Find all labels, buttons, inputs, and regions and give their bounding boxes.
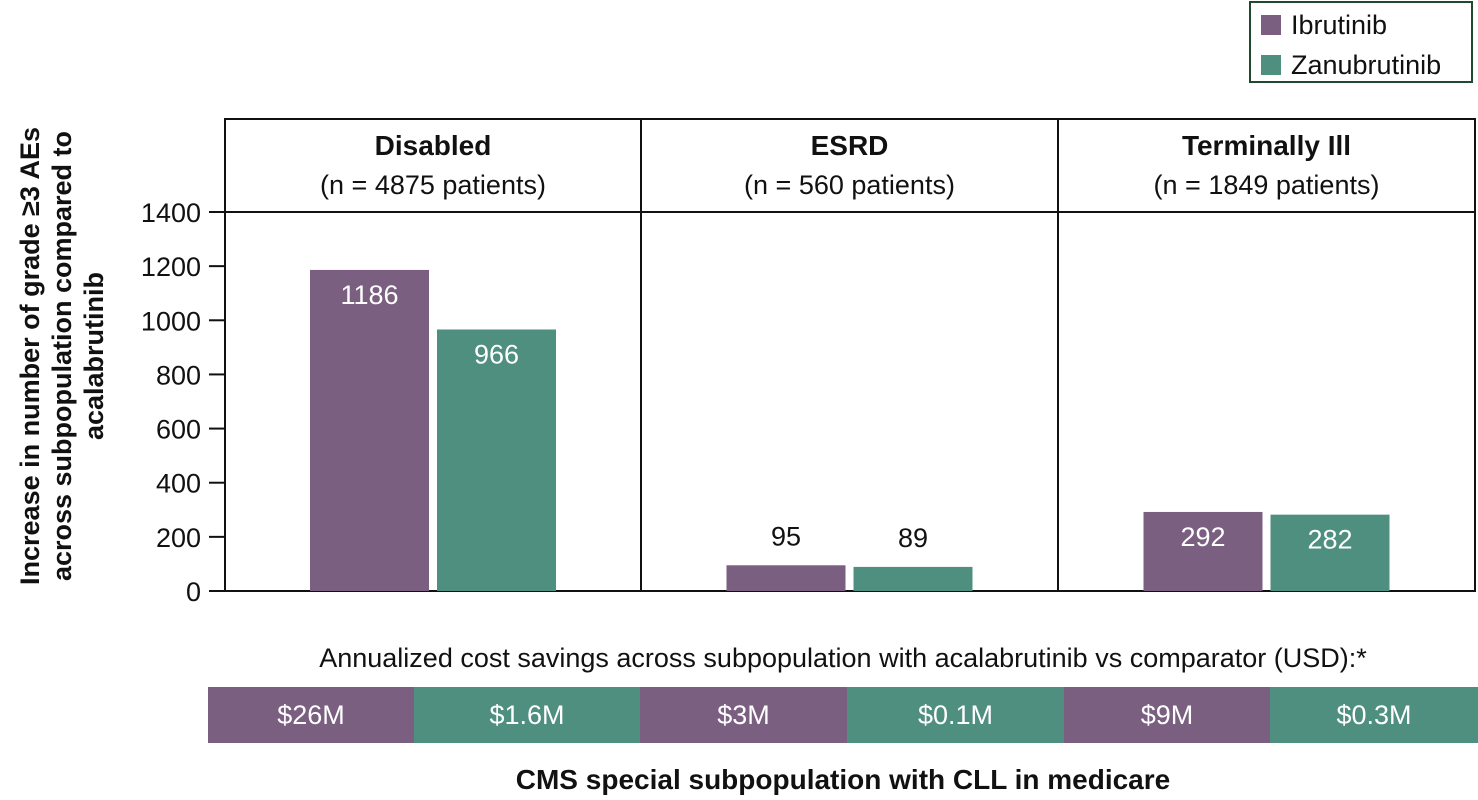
y-tick-label: 600 <box>156 415 201 445</box>
legend-label-zanubrutinib: Zanubrutinib <box>1291 49 1442 80</box>
cost-savings-caption: Annualized cost savings across subpopula… <box>319 643 1367 673</box>
bar-value-label: 89 <box>898 523 928 553</box>
bar-value-label: 282 <box>1307 525 1352 555</box>
legend-item-ibrutinib: Ibrutinib <box>1261 7 1387 43</box>
panel-subtitle: (n = 4875 patients) <box>320 170 546 200</box>
bar-chart: 0 200 400 600 800 1000 1200 1400 Disabled (n = 48… <box>141 118 1476 607</box>
legend-swatch-zanubrutinib <box>1261 55 1281 75</box>
bar-value-label: 966 <box>474 339 519 369</box>
bar-ibrutinib <box>310 269 429 591</box>
panel-subtitle: (n = 560 patients) <box>744 170 955 200</box>
bar-zanubrutinib <box>1270 514 1390 591</box>
legend-item-zanubrutinib: Zanubrutinib <box>1261 47 1441 83</box>
bar-value-label: 292 <box>1180 522 1225 552</box>
y-tick-label: 1000 <box>141 306 201 336</box>
panel-title: Terminally Ill <box>1182 130 1351 161</box>
y-tick-label: 1200 <box>141 252 201 282</box>
y-tick-label: 200 <box>156 523 201 553</box>
legend-label-ibrutinib: Ibrutinib <box>1291 9 1388 40</box>
panel-title: Disabled <box>375 130 492 161</box>
x-axis-title: CMS special subpopulation with CLL in me… <box>515 764 1171 795</box>
plot-frame <box>224 118 1476 592</box>
bar-zanubrutinib <box>853 566 973 591</box>
bar-value-label: 95 <box>771 521 801 551</box>
y-tick-label: 0 <box>186 577 201 607</box>
cost-cell-zanubrutinib: $0.1M <box>847 687 1064 743</box>
legend-swatch-ibrutinib <box>1261 15 1281 35</box>
panel-title: ESRD <box>811 130 889 161</box>
y-tick-label: 800 <box>156 360 201 390</box>
y-tick-label: 400 <box>156 469 201 499</box>
cost-cell-ibrutinib: $26M <box>208 687 414 743</box>
bar-zanubrutinib <box>437 329 556 591</box>
cost-cell-zanubrutinib: $1.6M <box>414 687 640 743</box>
panel-subtitle: (n = 1849 patients) <box>1154 170 1380 200</box>
legend: Ibrutinib Zanubrutinib <box>1249 1 1473 83</box>
bar-value-label: 1186 <box>340 280 398 310</box>
bar-ibrutinib <box>726 565 846 591</box>
cost-cell-zanubrutinib: $0.3M <box>1270 687 1478 743</box>
cost-cell-ibrutinib: $3M <box>640 687 847 743</box>
y-tick-label: 1400 <box>141 198 201 228</box>
cost-cell-ibrutinib: $9M <box>1064 687 1270 743</box>
bar-ibrutinib <box>1143 511 1263 591</box>
